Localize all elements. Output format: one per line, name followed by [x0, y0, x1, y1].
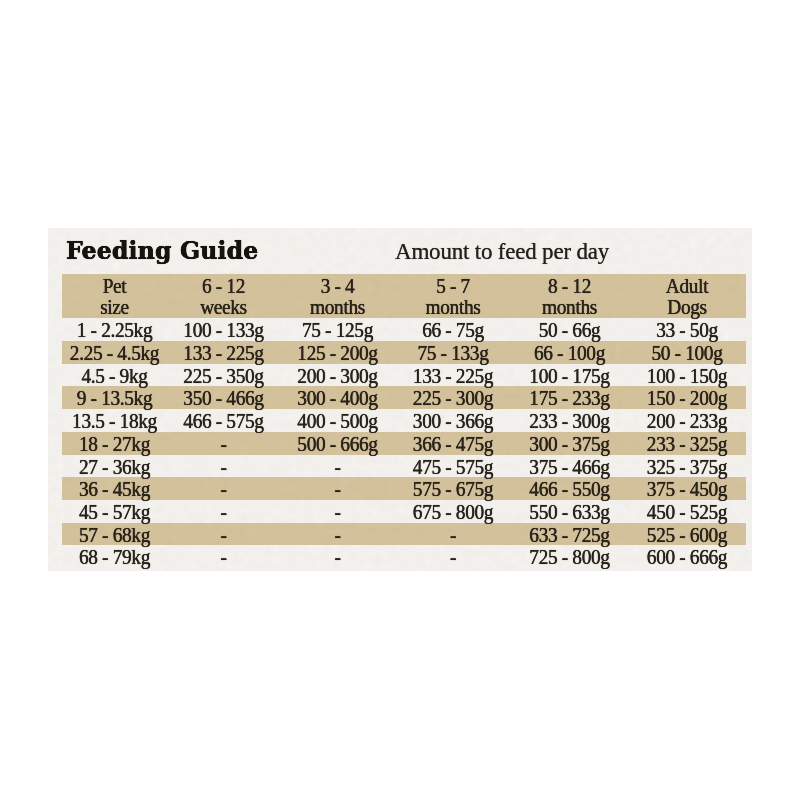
- header-line2: size: [68, 297, 160, 318]
- table-cell: 525 - 600g: [635, 524, 739, 547]
- table-body: 1 - 2.25kg 100 - 133g 75 - 125g 66 - 75g 50 …: [62, 318, 746, 568]
- table-cell: 366 - 475g: [402, 433, 504, 456]
- table-cell: -: [287, 479, 388, 502]
- table-cell: 100 - 150g: [635, 365, 739, 388]
- table-cell: -: [287, 456, 388, 479]
- table-cell: -: [174, 433, 273, 456]
- table-cell: 466 - 575g: [174, 410, 273, 433]
- feeding-table: Petsize6 - 12weeks3 - 4months5 - 7months…: [62, 274, 746, 568]
- table-cell: -: [402, 524, 504, 547]
- table-cell: 45 - 57kg: [68, 501, 160, 524]
- table-cell: 233 - 325g: [635, 433, 739, 456]
- table-cell: 225 - 350g: [174, 365, 273, 388]
- table-row: 2.25 - 4.5kg 133 - 225g 125 - 200g 75 - 133…: [62, 341, 746, 364]
- header-cell: 8 - 12months: [511, 274, 628, 318]
- header-cell: 6 - 12weeks: [167, 274, 280, 318]
- table-cell: 100 - 175g: [518, 365, 621, 388]
- table-cell: 450 - 525g: [635, 501, 739, 524]
- table-cell: 133 - 225g: [402, 365, 504, 388]
- table-cell: 200 - 300g: [287, 365, 388, 388]
- table-cell: 50 - 100g: [635, 342, 739, 365]
- table-cell: 4.5 - 9kg: [68, 365, 160, 388]
- table-cell: 175 - 233g: [518, 388, 621, 411]
- table-cell: 133 - 225g: [174, 342, 273, 365]
- table-row: 57 - 68kg---633 - 725g525 - 600g: [62, 523, 746, 546]
- table-cell: 100 - 133g: [174, 320, 273, 343]
- table-cell: 125 - 200g: [287, 342, 388, 365]
- table-cell: 225 - 300g: [402, 388, 504, 411]
- table-cell: 50 - 66g: [518, 320, 621, 343]
- table-cell: 300 - 366g: [402, 410, 504, 433]
- table-row: 4.5 - 9kg 225 - 350g 200 - 300g 133 - 225g 1…: [62, 364, 746, 387]
- table-row: 13.5 - 18kg 466 - 575g 400 - 500g 300 - 366…: [62, 409, 746, 432]
- table-cell: 75 - 133g: [402, 342, 504, 365]
- table-cell: 350 - 466g: [174, 388, 273, 411]
- table-cell: 2.25 - 4.5kg: [68, 342, 160, 365]
- table-cell: 9 - 13.5kg: [68, 388, 160, 411]
- table-cell: 36 - 45kg: [68, 479, 160, 502]
- table-cell: 200 - 233g: [635, 410, 739, 433]
- panel-header: Feeding Guide Amount to feed per day: [48, 228, 752, 274]
- table-cell: -: [402, 547, 504, 570]
- table-row: 68 - 79kg---725 - 800g600 - 666g: [62, 545, 746, 568]
- table-row: 45 - 57kg--675 - 800g550 - 633g450 - 525…: [62, 500, 746, 523]
- table-cell: 66 - 100g: [518, 342, 621, 365]
- table-cell: 75 - 125g: [287, 320, 388, 343]
- table-row: 18 - 27kg-500 - 666g 366 - 475g 300 - 375g…: [62, 432, 746, 455]
- table-cell: 1 - 2.25kg: [68, 320, 160, 343]
- table-cell: 33 - 50g: [635, 320, 739, 343]
- feeding-guide-panel: Feeding Guide Amount to feed per day Pet…: [48, 228, 752, 571]
- table-cell: 18 - 27kg: [68, 433, 160, 456]
- table-cell: 550 - 633g: [518, 501, 621, 524]
- table-header-row: Petsize6 - 12weeks3 - 4months5 - 7months…: [62, 274, 746, 318]
- table-cell: 500 - 666g: [287, 433, 388, 456]
- table-cell: 575 - 675g: [402, 479, 504, 502]
- table-cell: -: [174, 547, 273, 570]
- table-cell: 300 - 375g: [518, 433, 621, 456]
- table-cell: 300 - 400g: [287, 388, 388, 411]
- header-line2: months: [402, 297, 504, 318]
- panel-title: Feeding Guide: [66, 237, 258, 265]
- table-cell: 325 - 375g: [635, 456, 739, 479]
- table-cell: -: [174, 501, 273, 524]
- table-cell: 375 - 466g: [518, 456, 621, 479]
- table-cell: 13.5 - 18kg: [68, 410, 160, 433]
- table-cell: 375 - 450g: [635, 479, 739, 502]
- table-row: 1 - 2.25kg 100 - 133g 75 - 125g 66 - 75g 50 …: [62, 318, 746, 341]
- table-cell: 633 - 725g: [518, 524, 621, 547]
- table-cell: 600 - 666g: [635, 547, 739, 570]
- table-cell: -: [287, 524, 388, 547]
- header-line2: Dogs: [635, 297, 739, 318]
- header-cell: 5 - 7months: [395, 274, 511, 318]
- table-cell: 150 - 200g: [635, 388, 739, 411]
- header-line2: months: [518, 297, 621, 318]
- header-line2: weeks: [174, 297, 273, 318]
- header-cell: AdultDogs: [628, 274, 746, 318]
- header-cell: Petsize: [62, 274, 167, 318]
- table-cell: -: [174, 456, 273, 479]
- table-cell: 233 - 300g: [518, 410, 621, 433]
- table-cell: -: [174, 479, 273, 502]
- table-cell: 57 - 68kg: [68, 524, 160, 547]
- table-cell: 66 - 75g: [402, 320, 504, 343]
- table-cell: 675 - 800g: [402, 501, 504, 524]
- table-cell: 27 - 36kg: [68, 456, 160, 479]
- table-cell: 466 - 550g: [518, 479, 621, 502]
- table-cell: -: [174, 524, 273, 547]
- table-cell: 725 - 800g: [518, 547, 621, 570]
- table-row: 27 - 36kg--475 - 575g375 - 466g325 - 375…: [62, 455, 746, 478]
- table-cell: -: [287, 547, 388, 570]
- table-cell: -: [287, 501, 388, 524]
- table-row: 36 - 45kg--575 - 675g466 - 550g375 - 450…: [62, 477, 746, 500]
- table-row: 9 - 13.5kg 350 - 466g 300 - 400g 225 - 300g…: [62, 386, 746, 409]
- panel-subtitle: Amount to feed per day: [395, 239, 609, 265]
- table-cell: 68 - 79kg: [68, 547, 160, 570]
- header-cell: 3 - 4months: [280, 274, 395, 318]
- table-cell: 475 - 575g: [402, 456, 504, 479]
- table-cell: 400 - 500g: [287, 410, 388, 433]
- header-line2: months: [287, 297, 388, 318]
